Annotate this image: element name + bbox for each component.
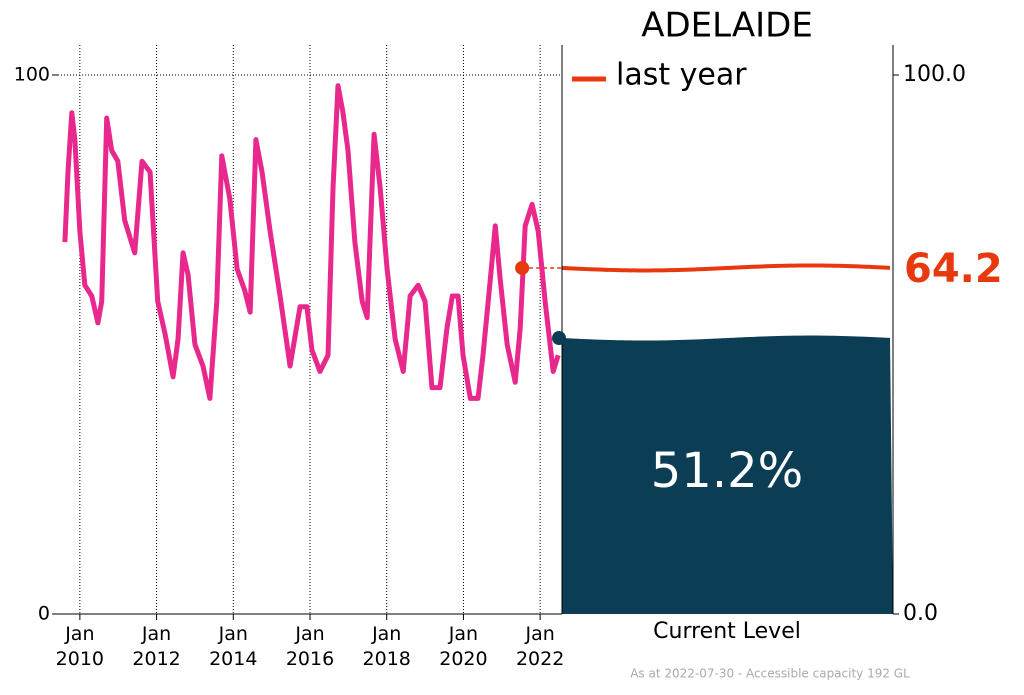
x-tick-label: Jan 2018 — [363, 623, 411, 670]
footnote: As at 2022-07-30 - Accessible capacity 1… — [630, 667, 910, 681]
chart-title: ADELAIDE — [641, 6, 813, 46]
y2-tick-label: 100.0 — [903, 62, 966, 87]
current-dot — [552, 331, 566, 346]
panel-label: Current Level — [653, 619, 801, 644]
y2-tick-label: 0.0 — [903, 601, 938, 626]
storage-line — [62, 83, 561, 401]
x-tick-label: Jan 2012 — [132, 623, 180, 670]
y-tick-label: 0 — [38, 603, 50, 625]
x-tick-label: Jan 2014 — [209, 623, 257, 670]
last-year-value: 64.2 — [904, 246, 1003, 292]
current-level-fill — [562, 335, 893, 614]
x-tick-label: Jan 2022 — [516, 623, 564, 670]
last-year-dot — [515, 260, 530, 275]
last-year-line — [561, 263, 891, 273]
current-level-label: 51.2% — [651, 443, 803, 499]
x-tick-label: Jan 2010 — [56, 623, 104, 670]
x-tick-label: Jan 2020 — [439, 623, 487, 670]
y-tick-label: 100 — [14, 64, 50, 86]
legend-label: last year — [616, 58, 747, 93]
x-tick-label: Jan 2016 — [286, 623, 334, 670]
